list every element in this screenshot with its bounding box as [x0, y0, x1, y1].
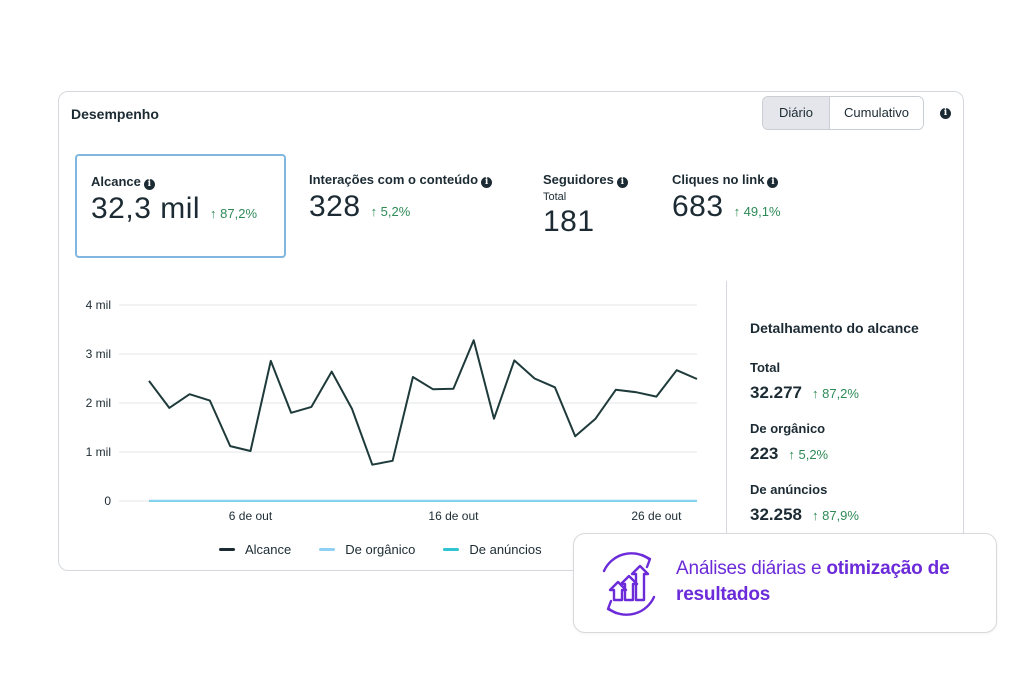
metric-link-clicks-value: 683: [672, 190, 724, 223]
period-toggle: Diário Cumulativo: [762, 96, 925, 130]
metric-interactions-label-text: Interações com o conteúdo: [309, 172, 479, 187]
metric-followers-label: Seguidores i: [543, 172, 628, 188]
info-icon[interactable]: i: [143, 179, 155, 190]
legend-item-reach[interactable]: Alcance: [219, 542, 291, 557]
info-icon[interactable]: i: [481, 177, 493, 188]
info-icon[interactable]: i: [767, 177, 779, 188]
breakdown-label: De anúncios: [750, 482, 828, 497]
metric-interactions[interactable]: Interações com o conteúdo i 328 ↑ 5,2%: [309, 172, 493, 224]
y-tick-label: 2 mil: [86, 396, 111, 410]
metric-reach-label: Alcance i: [91, 174, 284, 190]
info-icon[interactable]: i: [616, 177, 628, 188]
breakdown-row-organic: De orgânico 223 ↑ 5,2%: [750, 421, 919, 464]
breakdown-value: 32.277: [750, 383, 802, 402]
performance-card: Desempenho Diário Cumulativo i Alcance i …: [58, 91, 964, 571]
info-icon[interactable]: i: [940, 108, 951, 119]
breakdown-trend: ↑ 87,9%: [812, 508, 859, 523]
metric-reach[interactable]: Alcance i 32,3 mil ↑ 87,2%: [75, 154, 286, 258]
metric-followers-value: 181: [543, 205, 595, 238]
y-tick-label: 4 mil: [86, 298, 111, 312]
breakdown-title: Detalhamento do alcance: [750, 320, 919, 336]
metric-reach-trend: ↑ 87,2%: [210, 206, 258, 221]
legend-swatch-reach: [219, 548, 235, 551]
metric-link-clicks-label: Cliques no link i: [672, 172, 781, 188]
y-tick-label: 0: [104, 494, 111, 508]
x-tick-label: 26 de out: [631, 509, 682, 523]
series-line-reach: [148, 339, 698, 466]
card-title: Desempenho: [71, 106, 159, 122]
reach-breakdown: Detalhamento do alcance Total 32.277 ↑ 8…: [750, 320, 919, 525]
breakdown-value: 32.258: [750, 505, 802, 524]
breakdown-row-ads: De anúncios 32.258 ↑ 87,9%: [750, 482, 919, 525]
x-tick-label: 16 de out: [428, 509, 479, 523]
breakdown-label: Total: [750, 360, 781, 375]
metric-reach-value: 32,3 mil: [91, 192, 201, 225]
metric-followers[interactable]: Seguidores i Total 181: [543, 172, 628, 239]
legend-item-organic[interactable]: De orgânico: [319, 542, 415, 557]
breakdown-trend: ↑ 5,2%: [788, 447, 829, 462]
reach-line-chart: 4 mil 3 mil 2 mil 1 mil 0 6 de out 16 de out 26…: [86, 298, 698, 523]
metric-followers-label-text: Seguidores: [543, 172, 614, 187]
breakdown-value: 223: [750, 444, 779, 463]
legend-swatch-ads: [443, 548, 460, 551]
metric-interactions-value: 328: [309, 190, 361, 223]
legend-label-ads: De anúncios: [469, 542, 542, 557]
legend-swatch-organic: [319, 548, 336, 551]
promo-text: Análises diárias e otimização de resulta…: [676, 556, 986, 608]
y-tick-label: 1 mil: [86, 445, 111, 459]
metric-link-clicks[interactable]: Cliques no link i 683 ↑ 49,1%: [672, 172, 781, 224]
breakdown-row-total: Total 32.277 ↑ 87,2%: [750, 360, 919, 403]
legend-label-organic: De orgânico: [345, 542, 416, 557]
chart-legend: Alcance De orgânico De anúncios: [219, 542, 542, 557]
x-tick-label: 6 de out: [229, 509, 273, 523]
cumulative-button[interactable]: Cumulativo: [830, 97, 924, 129]
metric-interactions-trend: ↑ 5,2%: [370, 204, 411, 219]
section-divider: [726, 281, 727, 571]
legend-item-ads[interactable]: De anúncios: [443, 542, 542, 557]
metric-interactions-label: Interações com o conteúdo i: [309, 172, 493, 188]
metric-reach-label-text: Alcance: [91, 174, 141, 189]
legend-label-reach: Alcance: [245, 542, 292, 557]
promo-text-regular: Análises diárias e: [676, 558, 827, 579]
growth-chart-cycle-icon: [602, 552, 656, 616]
daily-button[interactable]: Diário: [763, 97, 830, 129]
y-tick-label: 3 mil: [86, 347, 111, 361]
promo-card: Análises diárias e otimização de resulta…: [573, 533, 997, 633]
breakdown-trend: ↑ 87,2%: [812, 386, 859, 401]
promo-text-bold: otimização de resultados: [676, 558, 950, 605]
metric-link-clicks-label-text: Cliques no link: [672, 172, 765, 187]
metric-link-clicks-trend: ↑ 49,1%: [733, 204, 781, 219]
metric-followers-sub: Total: [543, 191, 567, 203]
breakdown-label: De orgânico: [750, 421, 826, 436]
